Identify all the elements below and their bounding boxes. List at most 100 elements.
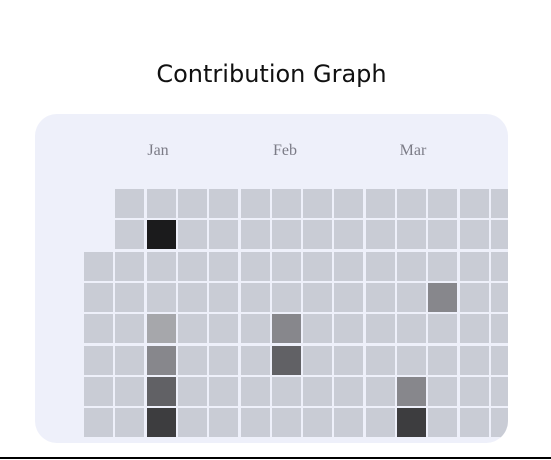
contribution-cell[interactable] (489, 281, 508, 313)
contribution-cell[interactable] (364, 250, 396, 282)
contribution-cell[interactable] (83, 375, 114, 407)
contribution-cell[interactable] (396, 188, 427, 219)
contribution-cell[interactable] (396, 219, 427, 251)
contribution-cell[interactable] (489, 313, 508, 345)
contribution-cell[interactable] (208, 344, 240, 376)
contribution-cell[interactable] (270, 281, 302, 313)
contribution-cell[interactable] (176, 375, 208, 407)
contribution-cell[interactable] (427, 344, 459, 376)
contribution-cell[interactable] (396, 344, 427, 376)
contribution-cell[interactable] (333, 407, 365, 439)
contribution-cell[interactable] (270, 407, 302, 439)
contribution-cell[interactable] (270, 219, 302, 251)
contribution-cell[interactable] (333, 344, 365, 376)
contribution-cell[interactable] (302, 281, 334, 313)
contribution-cell[interactable] (145, 250, 177, 282)
contribution-cell[interactable] (458, 313, 490, 345)
contribution-cell[interactable] (364, 281, 396, 313)
contribution-cell[interactable] (458, 407, 490, 439)
contribution-cell[interactable] (302, 188, 334, 219)
contribution-cell[interactable] (83, 407, 114, 439)
contribution-cell[interactable] (208, 281, 240, 313)
contribution-cell[interactable] (396, 375, 427, 407)
contribution-cell[interactable] (458, 375, 490, 407)
contribution-cell[interactable] (364, 407, 396, 439)
contribution-cell[interactable] (208, 188, 240, 219)
contribution-cell[interactable] (396, 281, 427, 313)
contribution-cell[interactable] (489, 250, 508, 282)
contribution-cell[interactable] (239, 281, 271, 313)
contribution-cell[interactable] (333, 219, 365, 251)
contribution-cell[interactable] (208, 313, 240, 345)
contribution-cell[interactable] (333, 375, 365, 407)
contribution-cell[interactable] (333, 250, 365, 282)
contribution-cell[interactable] (114, 250, 146, 282)
contribution-cell[interactable] (270, 250, 302, 282)
contribution-cell[interactable] (270, 344, 302, 376)
contribution-cell[interactable] (114, 375, 146, 407)
contribution-cell[interactable] (176, 188, 208, 219)
contribution-cell[interactable] (239, 407, 271, 439)
contribution-cell[interactable] (176, 250, 208, 282)
contribution-cell[interactable] (364, 313, 396, 345)
contribution-cell[interactable] (489, 344, 508, 376)
contribution-cell[interactable] (239, 188, 271, 219)
contribution-cell[interactable] (333, 313, 365, 345)
contribution-cell[interactable] (489, 188, 508, 219)
contribution-cell[interactable] (302, 250, 334, 282)
contribution-cell[interactable] (458, 281, 490, 313)
contribution-cell[interactable] (239, 375, 271, 407)
contribution-cell[interactable] (83, 313, 114, 345)
contribution-cell[interactable] (145, 219, 177, 251)
contribution-cell[interactable] (364, 219, 396, 251)
contribution-cell[interactable] (302, 219, 334, 251)
contribution-cell[interactable] (302, 407, 334, 439)
contribution-cell[interactable] (302, 313, 334, 345)
contribution-cell[interactable] (427, 313, 459, 345)
contribution-cell[interactable] (239, 344, 271, 376)
contribution-cell[interactable] (302, 344, 334, 376)
contribution-cell[interactable] (396, 313, 427, 345)
contribution-cell[interactable] (333, 188, 365, 219)
contribution-cell[interactable] (239, 219, 271, 251)
contribution-cell[interactable] (145, 313, 177, 345)
contribution-cell[interactable] (458, 219, 490, 251)
contribution-cell[interactable] (83, 281, 114, 313)
contribution-cell[interactable] (396, 250, 427, 282)
contribution-cell[interactable] (427, 219, 459, 251)
contribution-cell[interactable] (427, 188, 459, 219)
contribution-cell[interactable] (427, 375, 459, 407)
contribution-cell[interactable] (145, 344, 177, 376)
contribution-cell[interactable] (458, 250, 490, 282)
contribution-cell[interactable] (302, 375, 334, 407)
contribution-cell[interactable] (489, 407, 508, 439)
contribution-cell[interactable] (208, 375, 240, 407)
contribution-cell[interactable] (145, 375, 177, 407)
contribution-cell[interactable] (176, 281, 208, 313)
contribution-cell[interactable] (176, 219, 208, 251)
contribution-cell[interactable] (176, 344, 208, 376)
contribution-cell[interactable] (489, 375, 508, 407)
contribution-cell[interactable] (145, 407, 177, 439)
contribution-cell[interactable] (114, 407, 146, 439)
contribution-cell[interactable] (489, 219, 508, 251)
contribution-cell[interactable] (83, 250, 114, 282)
contribution-cell[interactable] (114, 281, 146, 313)
contribution-cell[interactable] (364, 188, 396, 219)
contribution-cell[interactable] (396, 407, 427, 439)
contribution-cell[interactable] (208, 250, 240, 282)
contribution-cell[interactable] (364, 344, 396, 376)
contribution-cell[interactable] (239, 313, 271, 345)
contribution-cell[interactable] (114, 188, 146, 219)
contribution-cell[interactable] (145, 281, 177, 313)
contribution-cell[interactable] (427, 250, 459, 282)
contribution-cell[interactable] (145, 188, 177, 219)
contribution-cell[interactable] (270, 188, 302, 219)
contribution-cell[interactable] (208, 219, 240, 251)
contribution-cell[interactable] (239, 250, 271, 282)
contribution-cell[interactable] (176, 313, 208, 345)
contribution-cell[interactable] (458, 344, 490, 376)
contribution-cell[interactable] (270, 375, 302, 407)
contribution-cell[interactable] (333, 281, 365, 313)
contribution-cell[interactable] (114, 219, 146, 251)
